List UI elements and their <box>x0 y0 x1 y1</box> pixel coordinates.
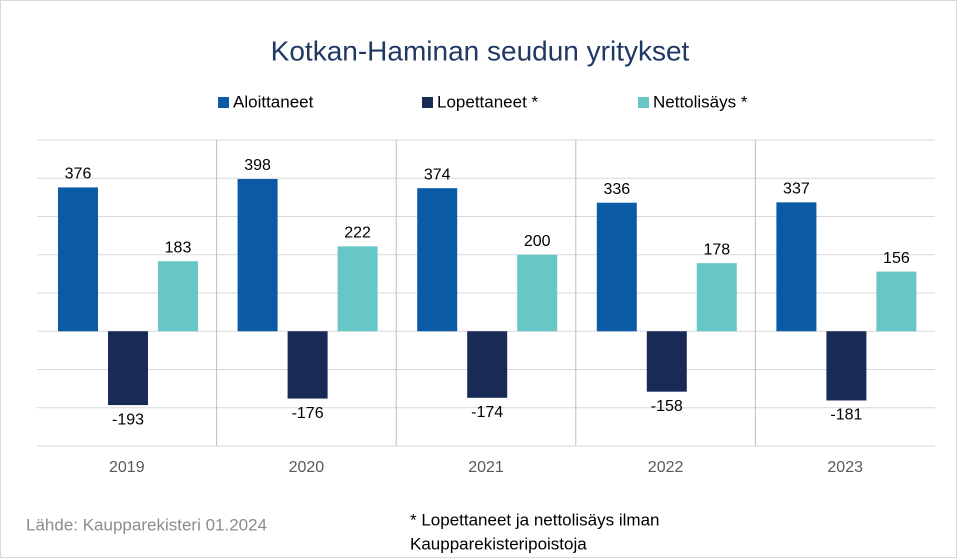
data-label: 398 <box>244 157 271 174</box>
data-label: 376 <box>65 166 92 183</box>
data-label: -174 <box>471 404 503 421</box>
data-label: 337 <box>783 181 810 198</box>
bar <box>237 179 278 332</box>
legend-swatch <box>218 97 229 108</box>
data-label: -181 <box>830 407 862 424</box>
data-label: 200 <box>524 233 551 250</box>
bar <box>517 254 558 332</box>
data-label: -193 <box>112 411 144 428</box>
legend-label: Lopettaneet * <box>437 92 539 111</box>
data-label: 336 <box>603 181 630 198</box>
data-label: 156 <box>883 250 910 267</box>
bar <box>696 263 737 332</box>
bar <box>646 331 687 392</box>
data-label: 374 <box>424 166 451 183</box>
bar <box>337 246 378 332</box>
x-tick-label: 2021 <box>468 459 504 476</box>
data-label: 178 <box>703 241 730 258</box>
bar <box>287 331 328 399</box>
legend-swatch <box>422 97 433 108</box>
chart-title: Kotkan-Haminan seudun yritykset <box>271 35 690 66</box>
bar <box>596 202 637 332</box>
data-label: 222 <box>344 225 371 242</box>
x-tick-label: 2022 <box>648 459 684 476</box>
bar <box>876 271 917 332</box>
legend-label: Aloittaneet <box>233 92 314 111</box>
data-label: -176 <box>292 405 324 422</box>
bar <box>826 331 867 401</box>
x-tick-label: 2023 <box>827 459 863 476</box>
data-label: 183 <box>165 239 192 256</box>
data-label: -158 <box>651 398 683 415</box>
x-tick-label: 2020 <box>289 459 325 476</box>
bar <box>467 331 508 398</box>
bar <box>417 188 458 332</box>
x-tick-label: 2019 <box>109 459 145 476</box>
source: Lähde: Kaupparekisteri 01.2024 <box>26 515 267 534</box>
legend-swatch <box>638 97 649 108</box>
bar <box>776 202 817 332</box>
bar <box>58 187 98 332</box>
footnote: Kaupparekisteripoistoja <box>410 534 587 553</box>
bar <box>108 331 148 406</box>
legend-label: Nettolisäys * <box>653 92 748 111</box>
bar <box>158 261 198 332</box>
footnote: * Lopettaneet ja nettolisäys ilman <box>410 510 660 529</box>
